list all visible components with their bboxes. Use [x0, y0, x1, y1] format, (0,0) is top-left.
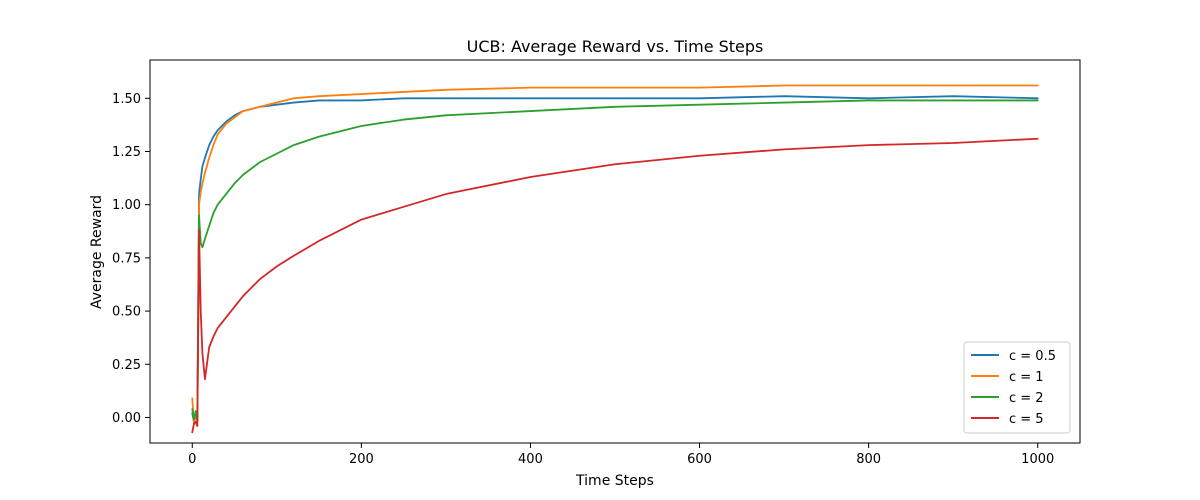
plot-frame [149, 59, 1081, 444]
series-line-c-5 [191, 137, 1039, 434]
y-tick-label: 0.25 [112, 358, 141, 373]
x-axis-title: Time Steps [575, 473, 654, 489]
y-axis-title: Average Reward [89, 195, 105, 309]
x-tick-label: 800 [856, 452, 881, 467]
x-tick-label: 600 [687, 452, 712, 467]
chart-title: UCB: Average Reward vs. Time Steps [467, 37, 764, 56]
x-tick-label: 1000 [1021, 452, 1054, 467]
y-tick-label: 0.75 [112, 251, 141, 266]
series-line-c-1 [191, 84, 1039, 425]
legend-label: c = 2 [1009, 391, 1044, 406]
y-tick-label: 0.00 [112, 411, 141, 426]
x-tick-label: 400 [518, 452, 543, 467]
x-tick-label: 0 [188, 452, 196, 467]
y-tick-label: 1.25 [112, 145, 141, 160]
y-tick-label: 0.50 [112, 305, 141, 320]
x-tick-label: 200 [349, 452, 374, 467]
y-tick-label: 1.00 [112, 198, 141, 213]
series-line-c-2 [191, 99, 1039, 423]
y-tick-label: 1.50 [112, 92, 141, 107]
legend-label: c = 0.5 [1009, 349, 1056, 364]
legend-label: c = 5 [1009, 412, 1044, 427]
legend: c = 0.5 c = 1 c = 2 c = 5 [963, 341, 1071, 434]
legend-box [963, 341, 1071, 434]
legend-label: c = 1 [1009, 370, 1044, 385]
